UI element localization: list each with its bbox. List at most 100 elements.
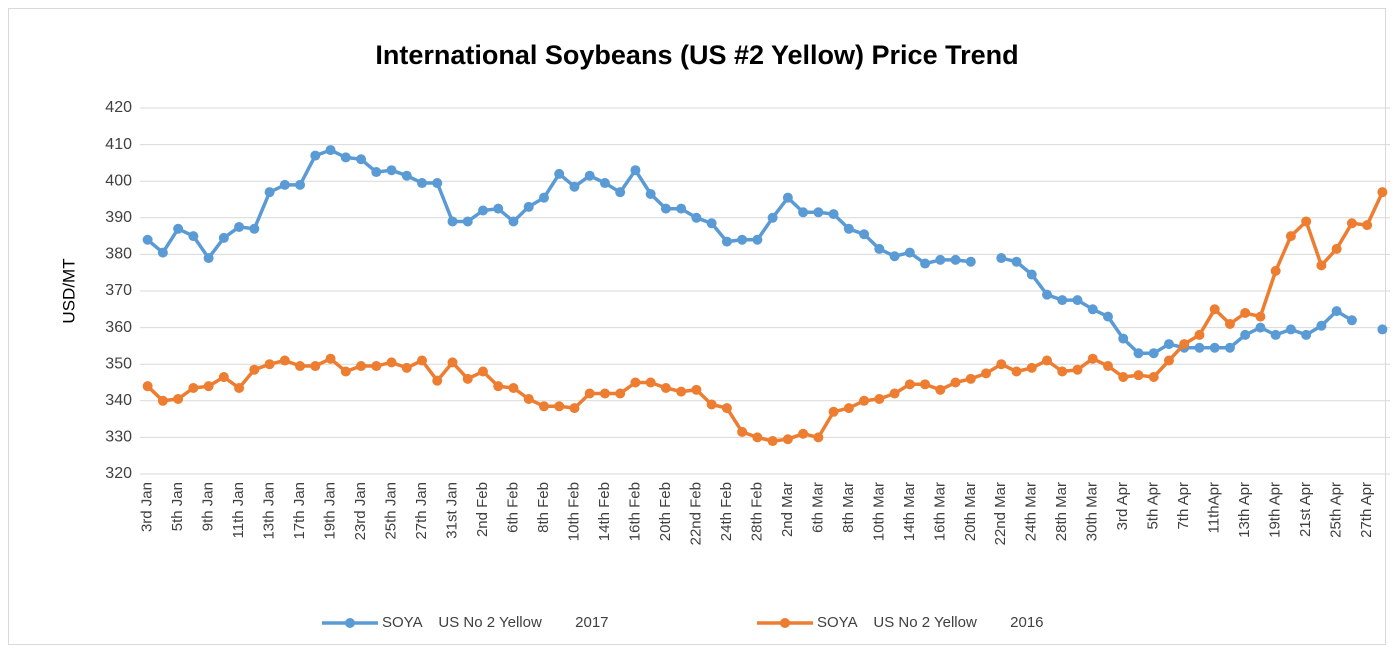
x-tick-label: 17th Jan xyxy=(291,482,308,540)
data-point xyxy=(508,382,519,393)
data-point xyxy=(1255,311,1266,322)
data-point xyxy=(813,207,824,218)
data-point xyxy=(950,377,961,388)
data-point xyxy=(325,353,336,364)
data-point xyxy=(1346,218,1357,229)
data-point xyxy=(721,236,732,247)
data-point xyxy=(295,179,306,190)
data-point xyxy=(1240,307,1251,318)
y-tick-label: 350 xyxy=(105,355,132,372)
x-tick-label: 23rd Jan xyxy=(352,482,369,540)
data-point xyxy=(401,362,412,373)
data-point xyxy=(584,170,595,181)
x-tick-label: 7th Apr xyxy=(1175,482,1192,530)
data-point xyxy=(752,234,763,245)
data-point xyxy=(203,253,214,264)
data-point xyxy=(1072,364,1083,375)
x-tick-label: 10th Mar xyxy=(870,482,887,541)
x-tick-label: 6th Mar xyxy=(809,482,826,533)
x-tick-label: 3rd Apr xyxy=(1114,482,1131,530)
data-point xyxy=(950,254,961,265)
data-point xyxy=(843,403,854,414)
data-point xyxy=(447,216,458,227)
data-point xyxy=(142,234,153,245)
data-point xyxy=(1224,318,1235,329)
data-point xyxy=(1148,372,1159,383)
data-point xyxy=(218,372,229,383)
x-tick-label: 5th Apr xyxy=(1145,482,1162,530)
data-point xyxy=(737,234,748,245)
data-point xyxy=(569,403,580,414)
x-tick-label: 6th Feb xyxy=(504,482,521,533)
data-point xyxy=(264,187,275,198)
data-point xyxy=(279,179,290,190)
data-point xyxy=(1209,304,1220,315)
data-point xyxy=(554,168,565,179)
data-point xyxy=(782,192,793,203)
data-point xyxy=(1209,342,1220,353)
data-point xyxy=(798,428,809,439)
x-tick-label: 25th Jan xyxy=(382,482,399,540)
data-point xyxy=(1133,370,1144,381)
x-tick-label: 16th Feb xyxy=(626,482,643,541)
data-point xyxy=(493,381,504,392)
data-point xyxy=(264,359,275,370)
data-point xyxy=(523,201,534,212)
data-point xyxy=(1270,329,1281,340)
x-tick-label: 14th Feb xyxy=(596,482,613,541)
data-point xyxy=(1179,339,1190,350)
x-tick-label: 20th Mar xyxy=(962,482,979,541)
data-point xyxy=(1102,361,1113,372)
data-point xyxy=(1042,355,1053,366)
data-point xyxy=(508,216,519,227)
data-point xyxy=(462,216,473,227)
data-point xyxy=(935,384,946,395)
data-point xyxy=(325,145,336,156)
data-point xyxy=(173,393,184,404)
x-tick-label: 2nd Mar xyxy=(779,482,796,537)
data-point xyxy=(249,223,260,234)
data-point xyxy=(1011,366,1022,377)
x-tick-label: 22nd Mar xyxy=(992,482,1009,545)
data-point xyxy=(981,368,992,379)
y-tick-label: 400 xyxy=(105,172,132,189)
data-point xyxy=(142,381,153,392)
data-point xyxy=(1224,342,1235,353)
data-point xyxy=(920,379,931,390)
data-point xyxy=(1377,187,1388,198)
data-point xyxy=(401,170,412,181)
data-point xyxy=(859,395,870,406)
data-point xyxy=(965,256,976,267)
x-tick-label: 11th Jan xyxy=(230,482,247,538)
y-tick-label: 410 xyxy=(105,136,132,153)
data-point xyxy=(874,393,885,404)
data-point xyxy=(432,178,443,189)
data-point xyxy=(1102,311,1113,322)
data-point xyxy=(1301,329,1312,340)
x-tick-label: 24th Mar xyxy=(1023,482,1040,541)
x-tick-label: 11thApr xyxy=(1206,482,1223,533)
data-point xyxy=(1163,355,1174,366)
data-point xyxy=(904,247,915,258)
x-tick-label: 19th Jan xyxy=(322,482,339,540)
x-tick-label: 8th Feb xyxy=(535,482,552,533)
data-point xyxy=(249,364,260,375)
data-point xyxy=(188,231,199,242)
data-point xyxy=(904,379,915,390)
y-tick-label: 420 xyxy=(105,99,132,116)
y-tick-label: 320 xyxy=(105,465,132,482)
data-point xyxy=(295,361,306,372)
data-point xyxy=(889,251,900,262)
data-point xyxy=(234,382,245,393)
data-point xyxy=(615,187,626,198)
data-point xyxy=(645,377,656,388)
x-tick-label: 28th Feb xyxy=(748,482,765,541)
data-point xyxy=(996,253,1007,264)
data-point xyxy=(1194,329,1205,340)
y-axis-label: USD/MT xyxy=(59,258,78,323)
data-point xyxy=(417,355,428,366)
data-point xyxy=(310,361,321,372)
data-point xyxy=(1255,322,1266,333)
data-point xyxy=(386,165,397,176)
